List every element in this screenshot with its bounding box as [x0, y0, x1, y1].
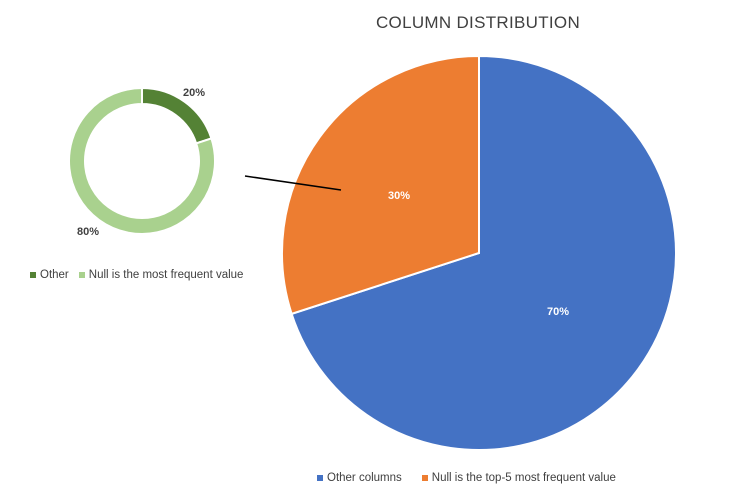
- legend-label-other-columns: Other columns: [327, 472, 402, 484]
- pie-slice-other-columns: [290, 54, 677, 451]
- legend-swatch-other-columns: [317, 475, 323, 481]
- pie-data-label-null-is-the-top-5-most-frequent-value: 30%: [388, 190, 410, 202]
- legend-label-null-top5: Null is the top-5 most frequent value: [431, 472, 616, 484]
- legend-swatch-null-most-frequent: [78, 272, 85, 278]
- legend-swatch-other: [30, 272, 36, 278]
- legend-item-null-top5: Null is the top-5 most frequent value: [421, 472, 616, 484]
- donut-legend: Other Null is the most frequent value: [30, 269, 243, 281]
- legend-label-null-most-frequent: Null is the most frequent value: [88, 269, 244, 281]
- pie-data-label-other-columns: 70%: [547, 306, 569, 318]
- donut-slice-null-is-the-most-frequent-value: [68, 86, 216, 235]
- donut-data-label-null-is-the-most-frequent-value: 80%: [77, 226, 99, 238]
- donut-data-label-other: 20%: [183, 87, 205, 99]
- connector-line: [244, 175, 342, 191]
- legend-item-null-most-frequent: Null is the most frequent value: [78, 269, 244, 281]
- pie-slice-null-is-the-top-5-most-frequent-value: [281, 54, 480, 316]
- chart-title: COLUMN DISTRIBUTION: [375, 13, 581, 32]
- legend-swatch-null-top5: [421, 475, 428, 481]
- legend-item-other: Other: [30, 269, 69, 281]
- legend-item-other-columns: Other columns: [317, 472, 402, 484]
- legend-label-other: Other: [40, 269, 69, 281]
- donut-chart: 20% 80%: [68, 86, 216, 238]
- main-pie-chart: 70% 30%: [281, 54, 677, 451]
- pie-legend: Other columns Null is the top-5 most fre…: [317, 472, 616, 484]
